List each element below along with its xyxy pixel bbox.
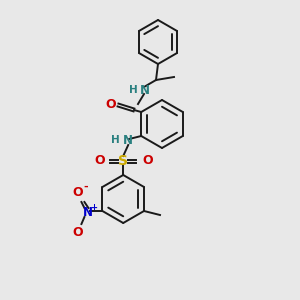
Text: S: S: [118, 154, 128, 168]
Text: O: O: [72, 226, 83, 239]
Text: O: O: [72, 187, 83, 200]
Text: N: N: [123, 134, 133, 146]
Text: N: N: [82, 206, 92, 218]
Text: O: O: [94, 154, 104, 167]
Text: H: H: [129, 85, 138, 95]
Text: O: O: [106, 98, 116, 112]
Text: N: N: [140, 83, 150, 97]
Text: +: +: [90, 203, 97, 212]
Text: -: -: [83, 182, 88, 192]
Text: O: O: [142, 154, 152, 167]
Text: H: H: [112, 135, 120, 145]
